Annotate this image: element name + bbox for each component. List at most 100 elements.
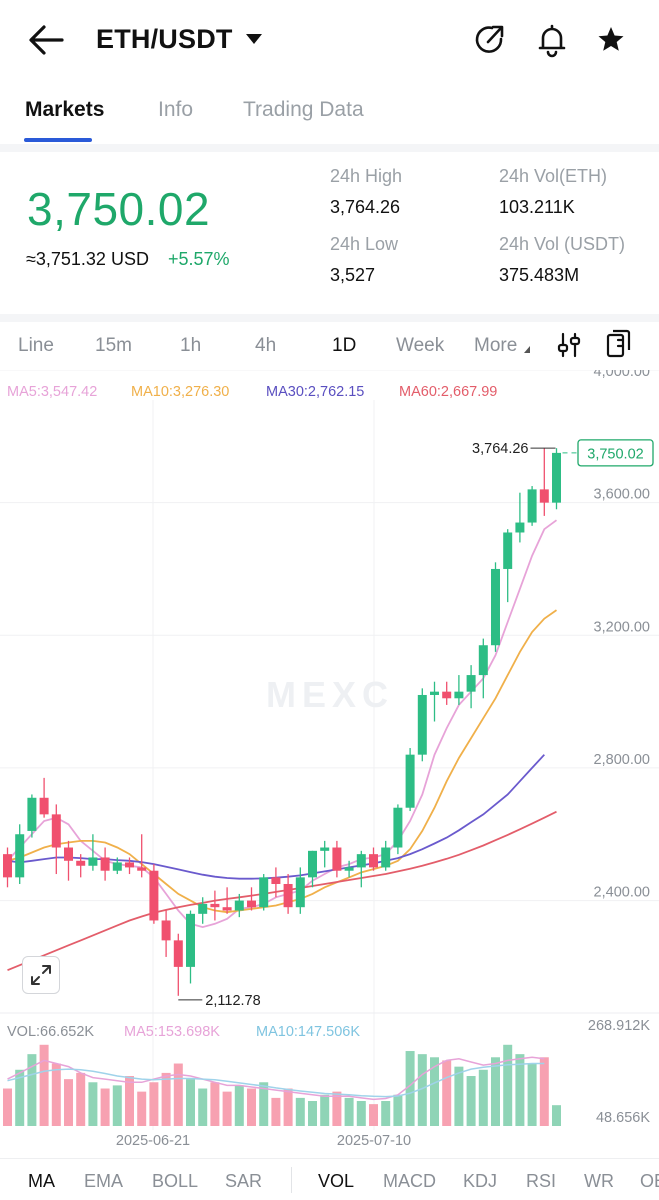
low-marker-label: 2,112.78 bbox=[205, 993, 260, 1009]
star-icon[interactable] bbox=[594, 22, 628, 58]
candle-body bbox=[234, 900, 244, 911]
indicator-wr[interactable]: WR bbox=[584, 1171, 614, 1191]
indicator-boll[interactable]: BOLL bbox=[152, 1171, 199, 1191]
legend-ma30: MA30:2,762.15 bbox=[266, 384, 364, 400]
candle-body bbox=[125, 862, 134, 868]
candlestick-chart[interactable]: MEXC 4,000.00 3,600.00 3,200.00 2,800.00 2,4… bbox=[0, 370, 659, 1150]
volume-bar bbox=[442, 1060, 452, 1126]
ma5-line bbox=[6, 519, 558, 929]
low-value: 3,527 bbox=[330, 265, 376, 285]
price-axis: 4,000.00 3,600.00 3,200.00 2,800.00 2,400.00 bbox=[594, 370, 650, 901]
moving-average-lines bbox=[6, 519, 558, 972]
section-divider bbox=[0, 144, 659, 152]
candles bbox=[3, 448, 561, 996]
chart-layout-icon[interactable] bbox=[604, 328, 632, 360]
volume-min-label: 48.656K bbox=[596, 1110, 650, 1126]
volume-bar bbox=[332, 1091, 342, 1126]
ma30-line bbox=[7, 754, 545, 880]
low-label: 24h Low bbox=[330, 234, 399, 254]
last-price: 3,750.02 bbox=[27, 183, 211, 235]
candle-body bbox=[222, 907, 232, 911]
ma-legend: MA5:3,547.42 MA10:3,276.30 MA30:2,762.15… bbox=[7, 384, 497, 400]
candle-body bbox=[381, 847, 391, 868]
candle-body bbox=[295, 877, 305, 908]
section-divider bbox=[0, 314, 659, 322]
candle-body bbox=[39, 797, 49, 815]
candle-body bbox=[466, 675, 476, 692]
legend-ma10: MA10:3,276.30 bbox=[131, 384, 229, 400]
indicator-rsi[interactable]: RSI bbox=[526, 1171, 557, 1191]
candle-body bbox=[454, 691, 464, 699]
legend-vol: VOL:66.652K bbox=[7, 1024, 94, 1040]
candle-body bbox=[369, 854, 378, 868]
volume-bar bbox=[222, 1091, 232, 1126]
candle-body bbox=[552, 452, 561, 503]
candle-body bbox=[149, 870, 159, 921]
volume-bar bbox=[503, 1044, 513, 1126]
volume-bar bbox=[283, 1088, 293, 1126]
indicator-ma[interactable]: MA bbox=[28, 1171, 55, 1191]
ma10-line bbox=[7, 609, 558, 914]
candle-body bbox=[356, 854, 366, 868]
candle-body bbox=[51, 814, 61, 848]
volume-bar bbox=[320, 1094, 330, 1126]
indicator-macd[interactable]: MACD bbox=[383, 1171, 436, 1191]
price-markers: 3,764.26 2,112.78 3,750.02 bbox=[178, 439, 654, 1009]
candle-body bbox=[478, 645, 488, 676]
volume-bar bbox=[259, 1082, 269, 1126]
x-tick-label: 2025-07-10 bbox=[337, 1133, 411, 1149]
volume-pane bbox=[3, 1044, 561, 1126]
candle-body bbox=[27, 797, 37, 831]
indicator-vol[interactable]: VOL bbox=[318, 1171, 355, 1191]
indicator-settings-icon[interactable] bbox=[556, 330, 582, 360]
caret-icon bbox=[524, 346, 530, 353]
volume-bar bbox=[247, 1088, 256, 1126]
interval-1h[interactable]: 1h bbox=[180, 335, 202, 356]
candle-body bbox=[88, 857, 98, 866]
volume-bar bbox=[112, 1085, 122, 1126]
candle-body bbox=[539, 489, 549, 503]
candle-body bbox=[283, 883, 293, 908]
candle-body bbox=[405, 754, 415, 808]
interval-week[interactable]: Week bbox=[396, 335, 445, 356]
interval-line[interactable]: Line bbox=[18, 335, 54, 356]
volume-bar bbox=[491, 1057, 500, 1126]
caret-down-icon[interactable] bbox=[246, 34, 262, 44]
interval-more[interactable]: More bbox=[474, 335, 518, 356]
candle-body bbox=[442, 691, 452, 699]
indicator-obv[interactable]: OBV bbox=[640, 1171, 659, 1191]
interval-4h[interactable]: 4h bbox=[255, 335, 277, 356]
indicator-kdj[interactable]: KDJ bbox=[463, 1171, 498, 1191]
candle-body bbox=[515, 522, 525, 533]
volume-bar bbox=[466, 1076, 476, 1126]
candle-body bbox=[247, 900, 256, 908]
candle-body bbox=[430, 691, 439, 695]
y-tick-label: 3,600.00 bbox=[594, 487, 650, 503]
share-icon[interactable] bbox=[473, 22, 507, 58]
tab-markets[interactable]: Markets bbox=[25, 98, 105, 121]
interval-1d[interactable]: 1D bbox=[332, 335, 357, 356]
candle-body bbox=[173, 940, 183, 967]
high-label: 24h High bbox=[330, 166, 403, 186]
volume-bar bbox=[161, 1072, 171, 1126]
expand-icon[interactable] bbox=[22, 956, 60, 994]
page-tabs: Markets Info Trading Data bbox=[0, 88, 659, 144]
candle-body bbox=[503, 532, 513, 569]
indicator-sar[interactable]: SAR bbox=[225, 1171, 263, 1191]
candle-body bbox=[417, 694, 427, 755]
tab-info[interactable]: Info bbox=[158, 98, 194, 121]
candle-body bbox=[320, 847, 330, 851]
interval-15m[interactable]: 15m bbox=[95, 335, 132, 356]
volume-bar bbox=[552, 1105, 561, 1126]
arrow-left-icon[interactable] bbox=[26, 22, 68, 58]
pair-selector[interactable]: ETH/USDT bbox=[96, 24, 233, 54]
volume-bar bbox=[430, 1057, 439, 1126]
tab-trading-data[interactable]: Trading Data bbox=[243, 98, 364, 121]
candle-body bbox=[259, 877, 269, 908]
candle-body bbox=[186, 913, 195, 967]
bell-icon[interactable] bbox=[535, 22, 569, 58]
legend-vol-ma5: MA5:153.698K bbox=[124, 1024, 220, 1040]
volume-bar bbox=[271, 1097, 281, 1126]
high-marker-label: 3,764.26 bbox=[472, 441, 528, 457]
indicator-ema[interactable]: EMA bbox=[84, 1171, 124, 1191]
